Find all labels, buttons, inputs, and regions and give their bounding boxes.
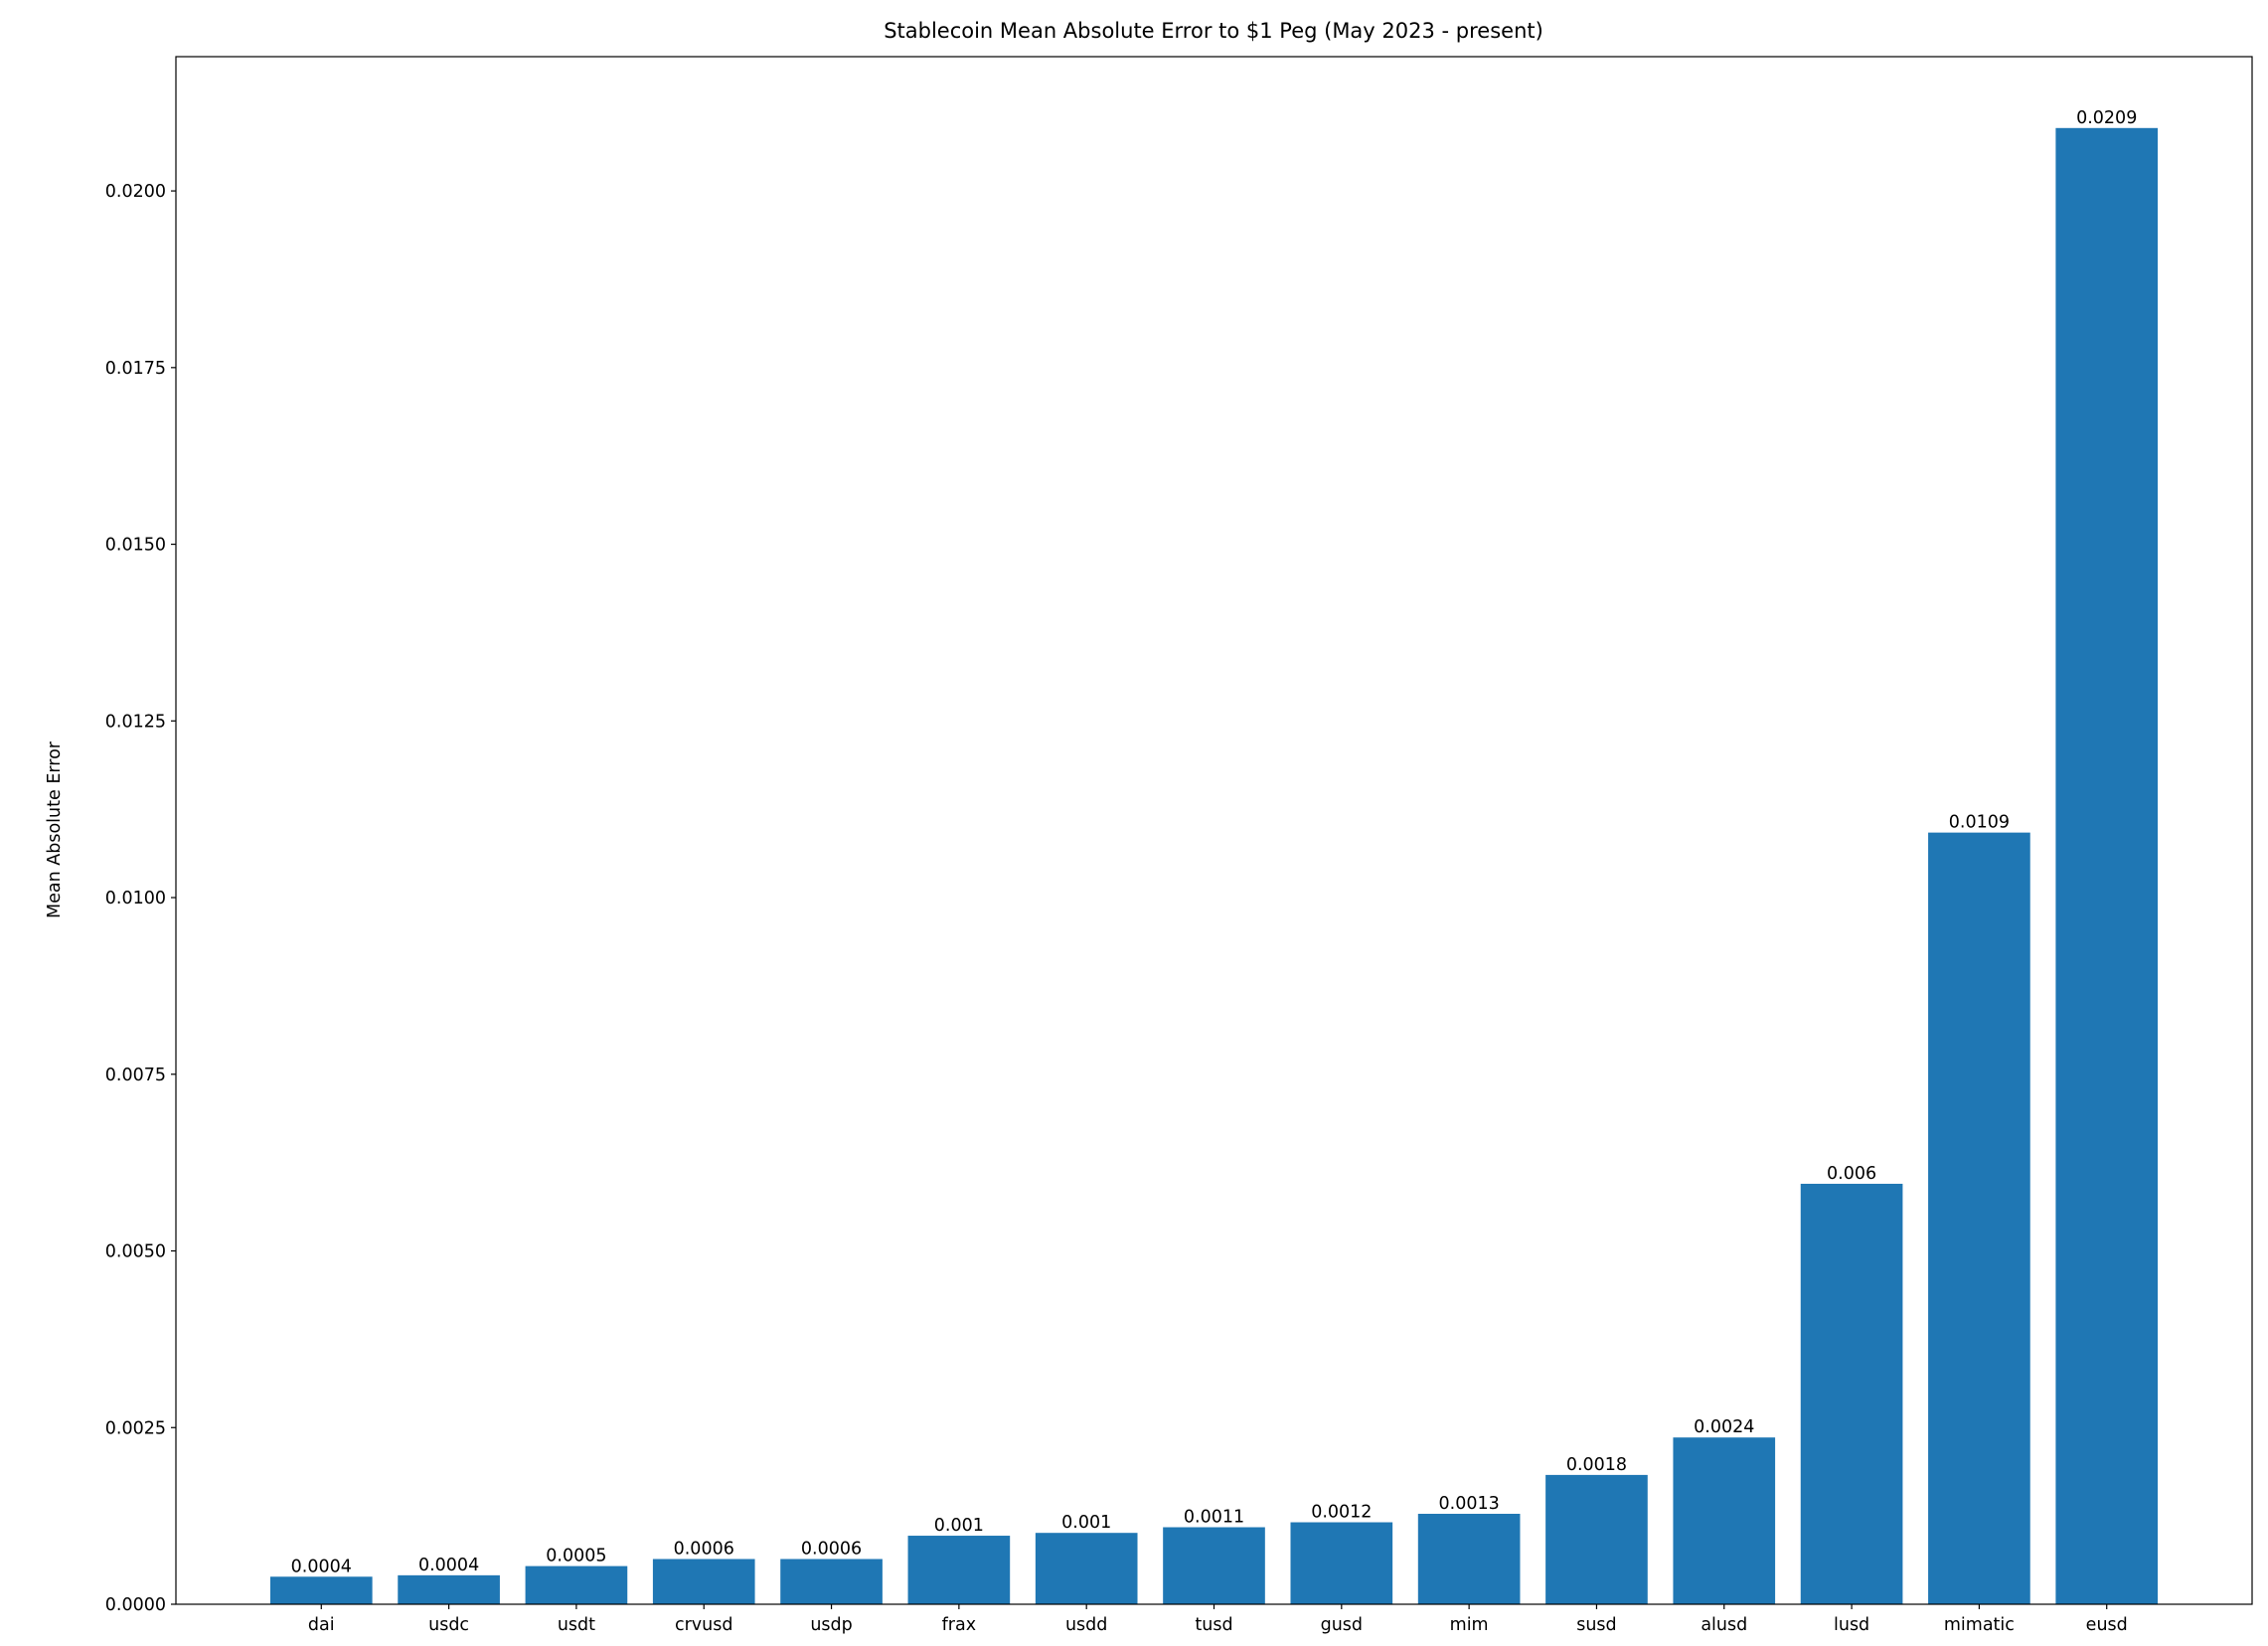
bar xyxy=(1673,1437,1776,1604)
bar xyxy=(398,1574,500,1604)
x-tick-label: usdt xyxy=(558,1615,595,1635)
x-tick-label: mim xyxy=(1450,1615,1489,1635)
y-tick-label: 0.0175 xyxy=(105,359,166,379)
x-tick-label: eusd xyxy=(2086,1615,2128,1635)
x-tick-label: alusd xyxy=(1701,1615,1747,1635)
x-tick-label: gusd xyxy=(1321,1615,1363,1635)
bar xyxy=(269,1576,373,1604)
value-label: 0.0109 xyxy=(1949,813,2010,833)
value-label: 0.001 xyxy=(1061,1513,1111,1533)
plot-frame xyxy=(175,56,2253,1605)
value-label: 0.006 xyxy=(1827,1164,1876,1184)
value-label: 0.0209 xyxy=(2076,108,2137,128)
value-label: 0.0005 xyxy=(546,1547,606,1566)
x-tick-label: mimatic xyxy=(1944,1615,2015,1635)
bar xyxy=(1545,1474,1648,1604)
bar xyxy=(1928,832,2030,1604)
chart-title: Stablecoin Mean Absolute Error to $1 Peg… xyxy=(884,19,1543,43)
y-axis-label: Mean Absolute Error xyxy=(45,741,65,918)
bar xyxy=(907,1536,1011,1604)
value-label: 0.001 xyxy=(934,1516,984,1536)
x-tick-label: lusd xyxy=(1834,1615,1869,1635)
value-label: 0.0018 xyxy=(1566,1455,1627,1475)
value-label: 0.0013 xyxy=(1439,1494,1500,1514)
x-tick-label: usdp xyxy=(810,1615,852,1635)
x-tick-label: usdc xyxy=(428,1615,469,1635)
x-tick-label: usdd xyxy=(1065,1615,1107,1635)
x-tick-label: crvusd xyxy=(675,1615,733,1635)
value-label: 0.0004 xyxy=(291,1557,352,1576)
value-label: 0.0006 xyxy=(674,1539,734,1559)
y-tick-label: 0.0150 xyxy=(105,536,166,556)
y-tick-label: 0.0125 xyxy=(105,712,166,732)
bar xyxy=(652,1559,755,1604)
x-tick-label: susd xyxy=(1576,1615,1616,1635)
bar xyxy=(1417,1513,1521,1604)
y-tick-label: 0.0025 xyxy=(105,1418,166,1438)
bar xyxy=(780,1559,883,1604)
y-tick-label: 0.0075 xyxy=(105,1066,166,1085)
bar xyxy=(1035,1533,1138,1604)
value-label: 0.0012 xyxy=(1311,1503,1372,1523)
y-tick-label: 0.0200 xyxy=(105,182,166,202)
y-tick-label: 0.0050 xyxy=(105,1242,166,1262)
x-tick-label: tusd xyxy=(1195,1615,1232,1635)
bar xyxy=(2055,127,2159,1604)
value-label: 0.0011 xyxy=(1184,1508,1244,1528)
value-label: 0.0004 xyxy=(418,1556,479,1575)
x-tick-label: dai xyxy=(308,1615,335,1635)
bar xyxy=(1800,1183,1903,1604)
value-label: 0.0024 xyxy=(1694,1417,1754,1437)
y-tick-label: 0.0000 xyxy=(105,1595,166,1615)
y-tick-label: 0.0100 xyxy=(105,889,166,908)
value-label: 0.0006 xyxy=(801,1539,862,1559)
bar xyxy=(525,1565,628,1604)
bar xyxy=(1163,1527,1265,1604)
x-tick-label: frax xyxy=(942,1615,976,1635)
bar xyxy=(1290,1522,1393,1604)
